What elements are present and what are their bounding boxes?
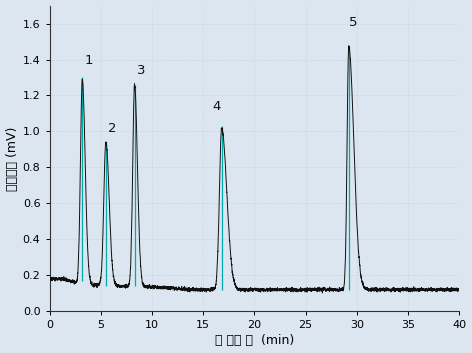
Y-axis label: 响应强度 (mV): 响应强度 (mV) [6,126,18,191]
Text: 5: 5 [349,16,357,29]
Text: 2: 2 [108,122,117,135]
X-axis label: 迁 移时 间  (min): 迁 移时 间 (min) [215,334,294,347]
Text: 3: 3 [136,65,145,78]
Text: 4: 4 [212,101,221,113]
Text: 1: 1 [84,54,93,67]
